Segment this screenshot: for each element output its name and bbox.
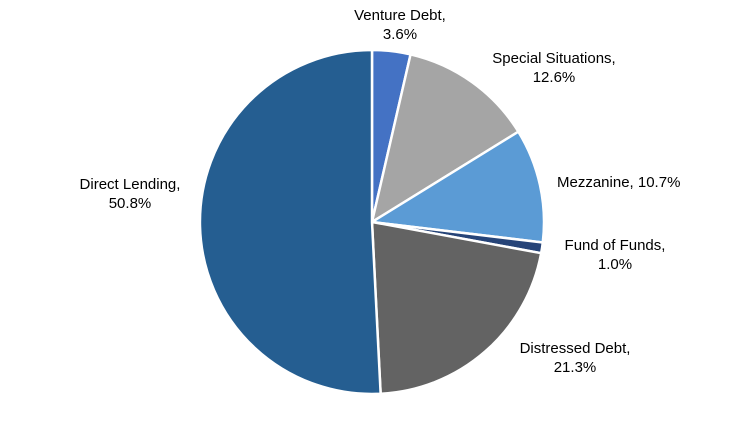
pie-slice-mezzanine <box>370 130 546 244</box>
data-label-special-situations: Special Situations, 12.6% <box>492 50 615 86</box>
data-label-line2: 12.6% <box>533 69 576 86</box>
data-label-line1: Venture Debt, <box>354 7 446 24</box>
data-label-line2: 1.0% <box>598 256 632 273</box>
data-label-line1: Fund of Funds, <box>565 237 666 254</box>
data-label-line1: Special Situations, <box>492 50 615 67</box>
data-label-line2: 50.8% <box>109 195 152 212</box>
pie-slice-special-situations <box>370 53 520 224</box>
slices-layer <box>198 48 546 396</box>
data-label-line2: 3.6% <box>383 26 417 43</box>
data-label-line1: Distressed Debt, <box>520 340 631 357</box>
data-label-fund-of-funds: Fund of Funds, 1.0% <box>565 237 666 273</box>
pie-slice-distressed-debt <box>370 220 543 396</box>
pie-slice-direct-lending <box>198 48 382 396</box>
data-label-line1: Direct Lending, <box>80 176 181 193</box>
data-label-mezzanine: Mezzanine, 10.7% <box>557 174 680 191</box>
data-label-line1: Mezzanine, 10.7% <box>557 174 680 191</box>
data-label-distressed-debt: Distressed Debt, 21.3% <box>520 340 631 376</box>
data-label-venture-debt: Venture Debt, 3.6% <box>354 7 446 43</box>
labels-layer: Venture Debt, 3.6% Special Situations, 12.6… <box>80 7 681 376</box>
data-label-direct-lending: Direct Lending, 50.8% <box>80 176 181 212</box>
data-label-line2: 21.3% <box>554 359 597 376</box>
